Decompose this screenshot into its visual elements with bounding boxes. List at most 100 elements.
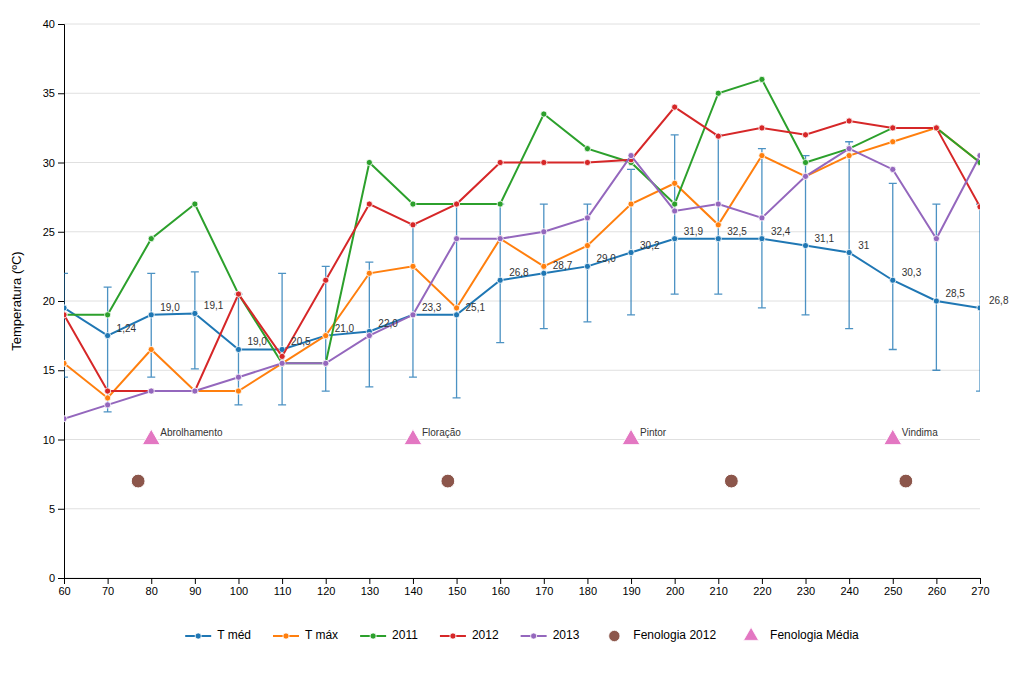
- point: [541, 159, 547, 165]
- point: [148, 388, 154, 394]
- tick-label: 190: [622, 585, 640, 597]
- point: [404, 429, 422, 445]
- tick-label: 80: [146, 585, 158, 597]
- tick-label: 150: [448, 585, 466, 597]
- axis-line: [65, 579, 981, 585]
- point: [541, 263, 547, 269]
- error-bar: [540, 204, 548, 329]
- tick: 15: [43, 364, 64, 376]
- tick-mark: [58, 578, 64, 579]
- error-bar: [714, 135, 722, 294]
- point: [441, 474, 455, 488]
- tick: 260: [928, 578, 946, 597]
- annotations: 1,2419,019,119,020,521,022,023,325,126,8…: [117, 226, 1009, 438]
- tick-label: 160: [492, 585, 510, 597]
- annotation: 31,1: [815, 233, 835, 244]
- point: [497, 159, 503, 165]
- error-bar: [278, 273, 286, 405]
- tick: 250: [884, 578, 902, 597]
- point: [846, 146, 852, 152]
- point: [541, 270, 547, 276]
- tick-label: 90: [189, 585, 201, 597]
- annotation: 26,8: [509, 267, 529, 278]
- error-bar: [976, 204, 980, 391]
- series: [64, 104, 980, 394]
- tick-label: 230: [797, 585, 815, 597]
- tick-label: 60: [58, 585, 70, 597]
- point: [672, 180, 678, 186]
- tick-mark: [282, 578, 283, 584]
- tick-mark: [718, 578, 719, 584]
- series: [142, 429, 902, 445]
- tick-label: 200: [666, 585, 684, 597]
- tick-label: 100: [230, 585, 248, 597]
- annotation: Abrolhamento: [160, 427, 223, 438]
- legend-item: T méd: [185, 628, 251, 642]
- legend-swatch: [370, 633, 376, 639]
- error-bar: [365, 262, 373, 387]
- series: [131, 474, 913, 488]
- point: [64, 360, 67, 366]
- point: [148, 388, 154, 394]
- tick-mark: [58, 509, 64, 510]
- grid-line: [64, 231, 980, 232]
- error-bar: [889, 183, 897, 349]
- point: [192, 201, 198, 207]
- point: [715, 222, 721, 228]
- tick: 210: [710, 578, 728, 597]
- error-bar: [758, 149, 766, 308]
- point: [279, 353, 285, 359]
- axis-line: [58, 25, 65, 579]
- tick: 110: [274, 578, 292, 597]
- tick-label: 130: [361, 585, 379, 597]
- plot: 6070809010011012013014015016017018019020…: [43, 18, 1009, 597]
- annotation: 22,0: [378, 318, 398, 329]
- legend-item: Fenologia 2012: [609, 628, 717, 642]
- tick: 60: [58, 578, 70, 597]
- point: [933, 125, 939, 131]
- point: [105, 312, 111, 318]
- point: [846, 249, 852, 255]
- grid: [64, 24, 980, 578]
- tick-mark: [806, 578, 807, 584]
- error-bar: [671, 135, 679, 294]
- tick: 180: [579, 578, 597, 597]
- tick-mark: [108, 578, 109, 584]
- point: [279, 360, 285, 366]
- error-bar: [409, 225, 417, 377]
- point: [933, 125, 939, 131]
- point: [759, 236, 765, 242]
- point: [105, 395, 111, 401]
- legend-item: T máx: [273, 628, 338, 642]
- annotation: 21,0: [335, 323, 355, 334]
- tick: 10: [43, 434, 64, 446]
- tick-mark: [762, 578, 763, 584]
- point: [453, 312, 459, 318]
- point: [715, 236, 721, 242]
- point: [192, 388, 198, 394]
- point: [724, 474, 738, 488]
- tick-mark: [58, 370, 64, 371]
- point: [628, 249, 634, 255]
- point: [235, 346, 241, 352]
- grid-line: [64, 301, 980, 302]
- point: [192, 388, 198, 394]
- point: [846, 146, 852, 152]
- annotation: 19,0: [160, 302, 180, 313]
- legend-item: 2011: [360, 628, 418, 642]
- legend-label: Fenologia 2012: [633, 628, 716, 642]
- legend-item: Fenologia Média: [743, 627, 859, 642]
- point: [541, 229, 547, 235]
- point: [410, 263, 416, 269]
- tick-mark: [58, 232, 64, 233]
- legend-item: 2013: [521, 628, 580, 642]
- error-bar: [932, 204, 940, 370]
- point: [628, 201, 634, 207]
- y-axis-title: Temperatura (ºC): [9, 251, 24, 350]
- point: [366, 159, 372, 165]
- point: [410, 201, 416, 207]
- tick-mark: [675, 578, 676, 584]
- point: [584, 263, 590, 269]
- tick-mark: [58, 24, 64, 25]
- point: [672, 236, 678, 242]
